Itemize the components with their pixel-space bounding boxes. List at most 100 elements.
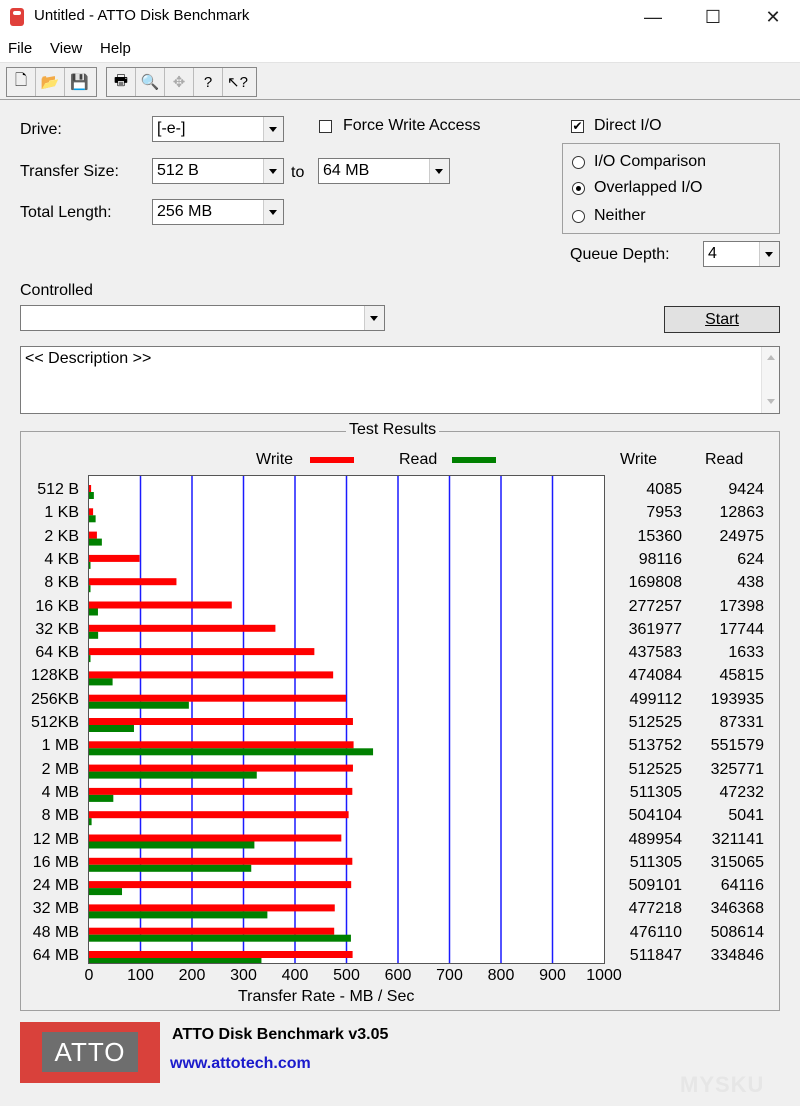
category-label: 32 MB bbox=[32, 900, 79, 918]
read-bar-11 bbox=[89, 748, 374, 756]
read-value: 193935 bbox=[710, 690, 764, 708]
read-bar-20 bbox=[89, 958, 262, 965]
read-value: 47232 bbox=[719, 783, 765, 801]
read-value: 346368 bbox=[710, 900, 764, 918]
description-text: << Description >> bbox=[25, 350, 152, 367]
scroll-down-icon[interactable] bbox=[767, 399, 775, 404]
chevron-down-icon[interactable] bbox=[429, 159, 449, 183]
table-header-write: Write bbox=[620, 451, 658, 468]
minimize-button[interactable]: — bbox=[644, 7, 662, 27]
direct-io-checkbox[interactable]: ✔ bbox=[571, 119, 584, 133]
write-bar-6 bbox=[89, 624, 276, 632]
help-icon[interactable]: ? bbox=[194, 68, 223, 96]
watermark: MYSKU bbox=[680, 1072, 765, 1097]
write-bar-12 bbox=[89, 764, 353, 772]
write-value: 15360 bbox=[637, 527, 683, 545]
chevron-down-icon[interactable] bbox=[263, 117, 283, 141]
x-axis-title: Transfer Rate - MB / Sec bbox=[238, 988, 415, 1005]
close-button[interactable]: ✕ bbox=[765, 7, 781, 27]
write-bar-9 bbox=[89, 694, 347, 702]
write-value: 4085 bbox=[646, 481, 682, 498]
write-value: 169808 bbox=[628, 574, 682, 592]
read-value: 64116 bbox=[720, 877, 764, 895]
chevron-down-icon[interactable] bbox=[759, 242, 779, 266]
read-bar-5 bbox=[89, 608, 98, 616]
read-bar-1 bbox=[89, 515, 96, 523]
read-bar-18 bbox=[89, 911, 268, 919]
queue-depth-label: Queue Depth: bbox=[570, 246, 670, 263]
save-icon[interactable]: 💾 bbox=[70, 74, 89, 91]
context-help-icon[interactable]: ↖? bbox=[227, 74, 248, 91]
read-bar-12 bbox=[89, 771, 257, 779]
category-label: 8 KB bbox=[44, 574, 79, 592]
website-link[interactable]: www.attotech.com bbox=[170, 1055, 311, 1072]
x-tick-label: 200 bbox=[178, 967, 206, 984]
transfer-to-value: 64 MB bbox=[323, 162, 370, 179]
new-file-icon[interactable]: 🗋 bbox=[7, 68, 36, 96]
print-icon[interactable]: 🖶 bbox=[107, 68, 136, 96]
category-label: 16 KB bbox=[35, 597, 79, 615]
start-button[interactable]: Start bbox=[664, 306, 780, 333]
open-folder-icon[interactable]: 📂 bbox=[36, 68, 65, 96]
read-bar-2 bbox=[89, 538, 102, 546]
menu-help[interactable]: Help bbox=[100, 40, 131, 57]
scroll-up-icon[interactable] bbox=[767, 355, 775, 360]
test-results-group: Test Results bbox=[20, 421, 780, 1011]
write-bar-18 bbox=[89, 904, 335, 912]
transfer-to-select[interactable]: 64 MB bbox=[318, 158, 450, 184]
write-value: 98116 bbox=[638, 550, 682, 568]
read-value: 325771 bbox=[710, 760, 764, 778]
write-bar-13 bbox=[89, 787, 353, 795]
write-value: 511847 bbox=[629, 947, 682, 964]
write-value: 489954 bbox=[628, 830, 682, 848]
neither-radio[interactable] bbox=[572, 210, 585, 223]
menu-view[interactable]: View bbox=[50, 40, 83, 57]
overlapped-io-radio[interactable] bbox=[572, 182, 585, 195]
read-value: 87331 bbox=[719, 714, 765, 731]
category-label: 24 MB bbox=[32, 877, 79, 895]
description-box[interactable]: << Description >> bbox=[20, 346, 780, 414]
move-icon[interactable]: ✥ bbox=[165, 68, 194, 96]
read-bar-16 bbox=[89, 864, 252, 872]
read-value: 17398 bbox=[719, 597, 765, 615]
chart-plot-area bbox=[88, 475, 605, 965]
print-preview-icon[interactable]: 🔍 bbox=[136, 68, 165, 96]
total-length-select[interactable]: 256 MB bbox=[152, 199, 284, 225]
write-bar-0 bbox=[89, 485, 92, 492]
read-bar-17 bbox=[89, 888, 123, 896]
x-tick-label: 0 bbox=[84, 967, 94, 984]
force-write-checkbox[interactable] bbox=[319, 120, 332, 133]
write-value: 477218 bbox=[628, 900, 682, 918]
menu-bar: File View Help bbox=[0, 34, 800, 63]
category-label: 64 KB bbox=[35, 644, 79, 662]
io-comparison-radio[interactable] bbox=[572, 156, 585, 169]
category-label: 512 B bbox=[37, 481, 79, 498]
chevron-down-icon[interactable] bbox=[263, 159, 283, 183]
category-label: 64 MB bbox=[32, 947, 79, 964]
controlled-select[interactable] bbox=[20, 305, 385, 331]
menu-file[interactable]: File bbox=[8, 40, 33, 57]
read-value: 321141 bbox=[711, 830, 764, 848]
legend-write-label: Write bbox=[256, 451, 294, 468]
maximize-button[interactable]: ☐ bbox=[704, 7, 722, 27]
category-label: 1 MB bbox=[41, 737, 79, 755]
queue-depth-select[interactable]: 4 bbox=[703, 241, 780, 267]
description-scrollbar[interactable] bbox=[761, 347, 779, 413]
window-title: Untitled - ATTO Disk Benchmark bbox=[34, 7, 250, 24]
write-value: 474084 bbox=[628, 667, 682, 685]
write-bar-20 bbox=[89, 951, 353, 958]
read-value: 9424 bbox=[728, 481, 764, 498]
atto-logo: ATTO bbox=[20, 1022, 160, 1083]
transfer-from-select[interactable]: 512 B bbox=[152, 158, 284, 184]
chevron-down-icon[interactable] bbox=[263, 200, 283, 224]
table-header-read: Read bbox=[705, 451, 744, 468]
total-length-label: Total Length: bbox=[20, 204, 112, 221]
drive-select[interactable]: [-e-] bbox=[152, 116, 284, 142]
chevron-down-icon[interactable] bbox=[364, 306, 384, 330]
file-tool-group: 🗋 📂 💾 bbox=[6, 67, 97, 97]
write-value: 499112 bbox=[629, 690, 682, 708]
write-bar-4 bbox=[89, 578, 177, 586]
category-label: 12 MB bbox=[32, 830, 79, 848]
write-bar-15 bbox=[89, 834, 342, 842]
direct-io-label: Direct I/O bbox=[594, 117, 662, 134]
